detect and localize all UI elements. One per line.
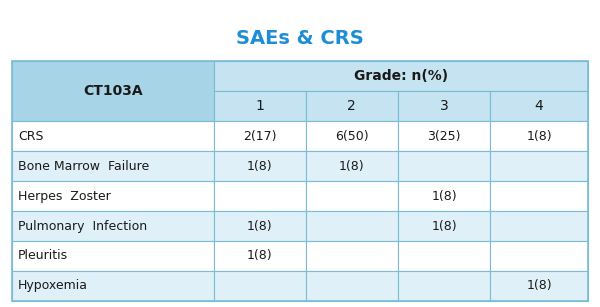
Text: 4: 4: [535, 99, 544, 113]
Bar: [214, 91, 306, 121]
Text: Grade: n(%): Grade: n(%): [354, 69, 448, 84]
Bar: [398, 271, 490, 301]
Bar: [490, 241, 588, 271]
Bar: [490, 151, 588, 181]
Text: 2: 2: [347, 99, 356, 113]
Bar: [490, 181, 588, 211]
Bar: [306, 211, 398, 241]
Bar: [398, 211, 490, 241]
Bar: [12, 151, 214, 181]
Bar: [12, 271, 214, 301]
Text: Pleuritis: Pleuritis: [18, 250, 68, 262]
Text: Hypoxemia: Hypoxemia: [18, 279, 88, 292]
Text: 2(17): 2(17): [243, 130, 277, 143]
Bar: [12, 61, 214, 121]
Text: SAEs & CRS: SAEs & CRS: [236, 29, 364, 48]
Text: 1(8): 1(8): [526, 130, 552, 143]
Bar: [214, 61, 588, 91]
Text: Herpes  Zoster: Herpes Zoster: [18, 190, 111, 203]
Bar: [398, 241, 490, 271]
Text: CT103A: CT103A: [83, 84, 143, 98]
Text: 1(8): 1(8): [431, 190, 457, 203]
Bar: [306, 181, 398, 211]
Text: 1(8): 1(8): [339, 160, 365, 173]
Bar: [214, 121, 306, 151]
Bar: [306, 151, 398, 181]
Bar: [398, 91, 490, 121]
Bar: [214, 211, 306, 241]
Text: 1(8): 1(8): [247, 160, 272, 173]
Bar: [398, 121, 490, 151]
Text: 1(8): 1(8): [247, 250, 272, 262]
Text: Bone Marrow  Failure: Bone Marrow Failure: [18, 160, 149, 173]
Text: 1(8): 1(8): [526, 279, 552, 292]
Bar: [306, 241, 398, 271]
Bar: [214, 271, 306, 301]
Text: 1(8): 1(8): [431, 220, 457, 232]
Bar: [398, 151, 490, 181]
Text: 6(50): 6(50): [335, 130, 368, 143]
Text: 3: 3: [440, 99, 448, 113]
Text: CRS: CRS: [18, 130, 44, 143]
Bar: [490, 91, 588, 121]
Bar: [12, 61, 588, 301]
Bar: [214, 181, 306, 211]
Bar: [490, 211, 588, 241]
Bar: [306, 271, 398, 301]
Bar: [306, 121, 398, 151]
Bar: [214, 241, 306, 271]
Bar: [12, 241, 214, 271]
Bar: [12, 181, 214, 211]
Text: 1(8): 1(8): [247, 220, 272, 232]
Bar: [12, 121, 214, 151]
Bar: [490, 121, 588, 151]
Bar: [306, 91, 398, 121]
Text: 1: 1: [255, 99, 264, 113]
Text: 3(25): 3(25): [427, 130, 461, 143]
Bar: [490, 271, 588, 301]
Text: Pulmonary  Infection: Pulmonary Infection: [18, 220, 147, 232]
Bar: [398, 181, 490, 211]
Bar: [12, 211, 214, 241]
Bar: [214, 151, 306, 181]
